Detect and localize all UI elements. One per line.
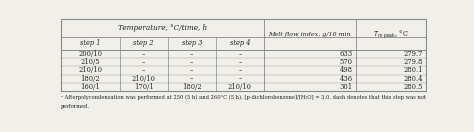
Text: 180/2: 180/2 (81, 75, 100, 83)
Text: 279.7: 279.7 (403, 50, 423, 58)
Text: –: – (190, 50, 193, 58)
Text: 170/1: 170/1 (134, 83, 154, 91)
Text: 210/10: 210/10 (132, 75, 155, 83)
Text: 279.8: 279.8 (403, 58, 423, 66)
Text: 436: 436 (339, 75, 353, 83)
Text: step 2: step 2 (133, 39, 154, 47)
Text: –: – (190, 58, 193, 66)
Text: step 1: step 1 (80, 39, 100, 47)
Text: ᵃ Afterpolycondensation was performed at 250 (5 h) and 260°C (5 h), [p-dichlorob: ᵃ Afterpolycondensation was performed at… (61, 95, 426, 100)
Text: 210/10: 210/10 (78, 67, 102, 74)
Text: 180/2: 180/2 (182, 83, 201, 91)
Text: 498: 498 (340, 67, 353, 74)
Text: –: – (238, 58, 242, 66)
Text: step 3: step 3 (182, 39, 202, 47)
Text: step 4: step 4 (230, 39, 250, 47)
Text: 160/1: 160/1 (81, 83, 100, 91)
Text: –: – (190, 75, 193, 83)
Text: –: – (238, 67, 242, 74)
Text: performed.: performed. (61, 104, 90, 109)
Text: Melt flow index, g/10 min: Melt flow index, g/10 min (268, 32, 351, 37)
Text: Temperature, °C/time, h: Temperature, °C/time, h (118, 24, 207, 32)
Text: –: – (238, 75, 242, 83)
Text: 280.5: 280.5 (403, 83, 423, 91)
Text: 301: 301 (339, 83, 353, 91)
Text: –: – (142, 58, 146, 66)
Text: –: – (142, 50, 146, 58)
Text: –: – (238, 50, 242, 58)
Text: 200/10: 200/10 (78, 50, 102, 58)
Text: 280.1: 280.1 (403, 67, 423, 74)
Text: –: – (142, 67, 146, 74)
Text: 210/5: 210/5 (81, 58, 100, 66)
Text: 570: 570 (340, 58, 353, 66)
Text: 280.4: 280.4 (403, 75, 423, 83)
Text: –: – (190, 67, 193, 74)
Text: 633: 633 (339, 50, 353, 58)
Text: 210/10: 210/10 (228, 83, 252, 91)
Text: $\mathit{T}_{m\ \mathrm{peak}}$, °C: $\mathit{T}_{m\ \mathrm{peak}}$, °C (373, 28, 409, 41)
